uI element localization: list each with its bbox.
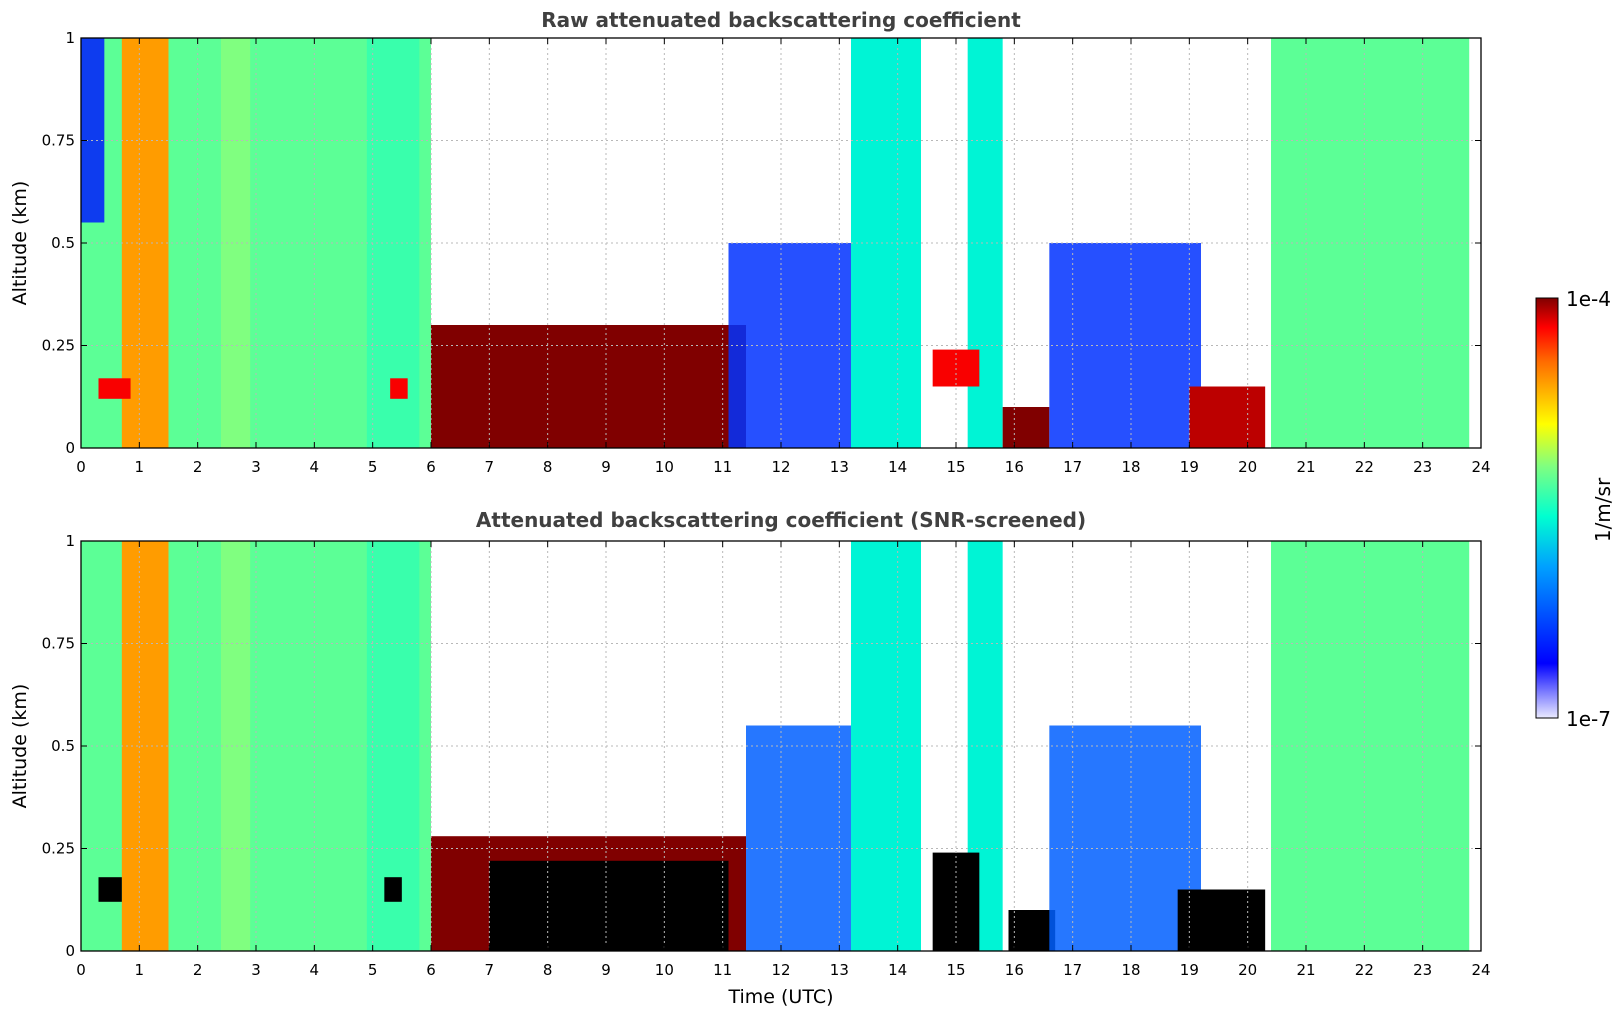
y-tick-label: 0.75	[42, 132, 75, 150]
x-tick-label: 10	[655, 961, 674, 979]
x-tick-label: 22	[1355, 961, 1374, 979]
x-tick-label: 15	[946, 458, 965, 476]
x-tick-label: 2	[193, 458, 203, 476]
x-tick-label: 11	[713, 961, 732, 979]
y-tick-label: 0.75	[42, 635, 75, 653]
x-tick-label: 4	[310, 961, 320, 979]
x-tick-label: 13	[830, 458, 849, 476]
x-tick-label: 24	[1471, 458, 1490, 476]
x-tick-label: 15	[946, 961, 965, 979]
heatmap-cell-aerosol-streak	[221, 38, 251, 448]
x-tick-label: 3	[251, 458, 261, 476]
x-tick-label: 3	[251, 961, 261, 979]
x-tick-label: 6	[426, 961, 436, 979]
heatmap-cell-low-cloud	[1002, 407, 1050, 448]
y-tick-label: 0	[65, 439, 75, 457]
x-tick-label: 8	[543, 961, 553, 979]
heatmap-cell-weak-signal	[746, 725, 851, 951]
heatmap-cell-noise-region	[81, 38, 105, 223]
heatmap-cell-screened-saturated	[98, 877, 122, 902]
y-tick-label: 0.5	[51, 234, 75, 252]
x-tick-label: 23	[1413, 458, 1432, 476]
x-tick-label: 5	[368, 961, 378, 979]
heatmap-cell-weak-signal	[1049, 243, 1201, 448]
x-tick-label: 16	[1005, 961, 1024, 979]
grid-raw	[81, 38, 1481, 448]
y-tick-label: 0.5	[51, 737, 75, 755]
colorbar-gradient	[1535, 297, 1559, 719]
colorbar-unit-label: 1/m/sr	[1591, 477, 1615, 542]
grid-screened	[81, 541, 1481, 951]
x-tick-label: 12	[771, 458, 790, 476]
x-tick-label: 1	[135, 458, 145, 476]
x-tick-label: 17	[1063, 458, 1082, 476]
y-axis-label-screened: Altitude (km)	[9, 684, 31, 809]
x-tick-label: 21	[1296, 458, 1315, 476]
heatmap-cell-screened-saturated	[489, 860, 729, 951]
x-tick-label: 7	[485, 458, 495, 476]
x-tick-label: 9	[601, 458, 611, 476]
x-tick-label: 19	[1180, 458, 1199, 476]
x-tick-label: 1	[135, 961, 145, 979]
x-tick-label: 20	[1238, 961, 1257, 979]
x-tick-label: 13	[830, 961, 849, 979]
heatmap-cell-low-cloud	[1189, 386, 1266, 448]
panel-title-raw: Raw attenuated backscattering coefficien…	[541, 8, 1021, 32]
y-tick-label: 1	[65, 29, 75, 47]
heatmap-cell-aerosol-streak	[121, 541, 169, 951]
x-tick-label: 21	[1296, 961, 1315, 979]
x-tick-label: 18	[1121, 458, 1140, 476]
x-tick-label: 18	[1121, 961, 1140, 979]
heatmap-cell-aerosol-streak	[221, 541, 251, 951]
x-tick-label: 14	[888, 961, 907, 979]
heatmap-cell-weak-signal	[728, 243, 851, 448]
x-tick-label: 14	[888, 458, 907, 476]
x-tick-label: 0	[76, 961, 86, 979]
x-tick-label: 4	[310, 458, 320, 476]
heatmap-cell-fog-layer	[431, 325, 746, 448]
panel-title-screened: Attenuated backscattering coefficient (S…	[476, 508, 1086, 532]
x-tick-label: 10	[655, 458, 674, 476]
x-tick-label: 7	[485, 961, 495, 979]
colorbar-min-label: 1e-7	[1566, 707, 1611, 731]
x-tick-label: 9	[601, 961, 611, 979]
x-tick-label: 22	[1355, 458, 1374, 476]
colorbar-max-label: 1e-4	[1566, 287, 1611, 311]
y-tick-label: 0.25	[42, 840, 75, 858]
x-tick-label: 23	[1413, 961, 1432, 979]
x-tick-label: 16	[1005, 458, 1024, 476]
x-tick-label: 19	[1180, 961, 1199, 979]
heatmap-cell-screened-saturated	[1177, 889, 1266, 951]
x-tick-label: 12	[771, 961, 790, 979]
x-ticks-screened: 0 1 2 3 4 5 6 7 8 9 10 11 12 13 14 15 16 17 18 19 20 21 22 23 24	[76, 541, 1491, 979]
x-tick-label: 8	[543, 458, 553, 476]
heatmap-cell-dense-layer	[390, 378, 408, 399]
y-tick-label: 0.25	[42, 337, 75, 355]
x-tick-label: 24	[1471, 961, 1490, 979]
x-tick-label: 5	[368, 458, 378, 476]
x-tick-label: 6	[426, 458, 436, 476]
heatmap-cell-screened-saturated	[1008, 910, 1056, 951]
y-tick-label: 0	[65, 942, 75, 960]
x-tick-label: 0	[76, 458, 86, 476]
x-tick-label: 11	[713, 458, 732, 476]
x-ticks-raw: 0 1 2 3 4 5 6 7 8 9 10 11 12 13 14 15 16 17 18 19 20 21 22 23 24	[76, 38, 1491, 476]
x-tick-label: 2	[193, 961, 203, 979]
y-ticks-screened: 0 0.25 0.5 0.75 1	[42, 532, 1481, 960]
x-tick-label: 20	[1238, 458, 1257, 476]
heatmap-cell-screened-saturated	[384, 877, 402, 902]
x-tick-label: 17	[1063, 961, 1082, 979]
heatmap-cell-weak-signal	[1049, 725, 1201, 951]
y-axis-label-raw: Altitude (km)	[9, 181, 31, 306]
colorbar: 1e-4 1e-7 1/m/sr	[1535, 287, 1615, 731]
heatmap-cell-clear-air-background	[1271, 38, 1470, 448]
heatmap-cell-clear-air-background	[1271, 541, 1470, 951]
y-ticks-raw: 0 0.25 0.5 0.75 1	[42, 29, 1481, 457]
x-axis-label: Time (UTC)	[727, 986, 833, 1008]
heatmap-cell-dense-layer	[98, 378, 131, 399]
panel-raw: Raw attenuated backscattering coefficien…	[9, 8, 1491, 476]
y-tick-label: 1	[65, 532, 75, 550]
panel-screened: Attenuated backscattering coefficient (S…	[9, 508, 1491, 1008]
